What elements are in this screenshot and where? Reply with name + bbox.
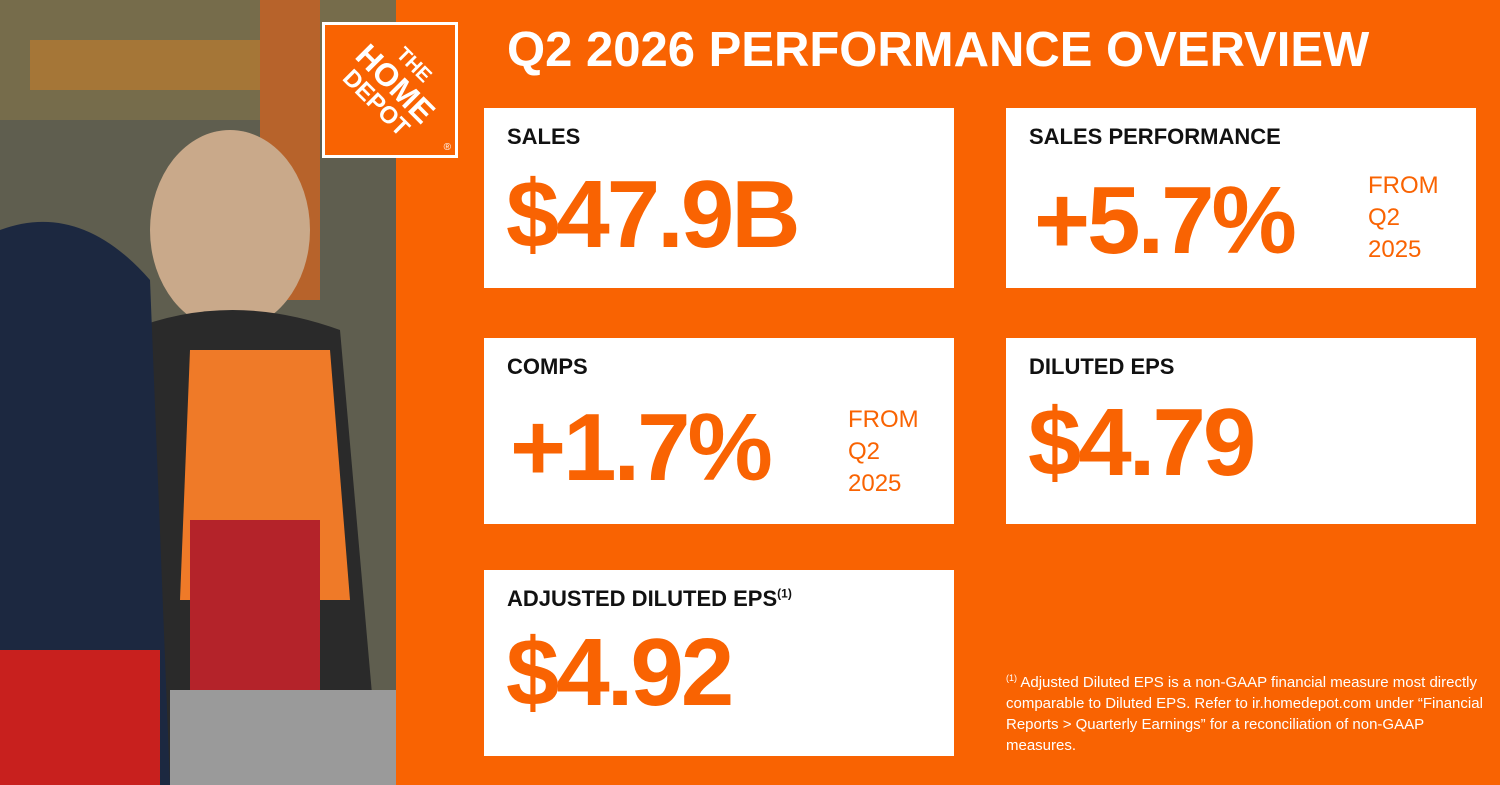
card-label: SALES PERFORMANCE — [1029, 124, 1281, 149]
card-note: FROM Q2 2025 — [848, 404, 919, 500]
card-note: FROM Q2 2025 — [1368, 170, 1439, 266]
label-text: ADJUSTED DILUTED EPS — [507, 586, 778, 611]
metric-card: COMPS +1.7% FROM Q2 2025 — [484, 338, 954, 524]
card-value: $47.9B — [506, 161, 801, 268]
card-label: ADJUSTED DILUTED EPS(1) — [507, 586, 792, 612]
footnote-text: Adjusted Diluted EPS is a non-GAAP finan… — [1006, 674, 1483, 754]
note-line: Q2 — [1368, 204, 1401, 231]
card-label: COMPS — [507, 354, 588, 379]
card-value: +1.7% — [510, 394, 773, 501]
footnote: (1) Adjusted Diluted EPS is a non-GAAP f… — [1006, 668, 1491, 756]
card-label: DILUTED EPS — [1029, 354, 1175, 379]
note-line: 2025 — [848, 470, 902, 497]
title: Q2 2026 PERFORMANCE OVERVIEW — [507, 23, 1370, 77]
registered-mark: ® — [443, 142, 451, 153]
metric-card: ADJUSTED DILUTED EPS(1) $4.92 — [484, 570, 954, 756]
metric-card: DILUTED EPS $4.79 — [1006, 338, 1476, 524]
note-line: FROM — [1368, 172, 1439, 199]
logo-text: THE HOME DEPOT — [328, 25, 455, 151]
note-line: 2025 — [1368, 236, 1422, 263]
metric-card: SALES $47.9B — [484, 108, 954, 288]
logo: THE HOME DEPOT ® — [322, 22, 458, 158]
card-value: $4.92 — [506, 619, 734, 726]
card-value: $4.79 — [1028, 389, 1256, 496]
footnote-marker: (1) — [1006, 673, 1017, 683]
note-line: Q2 — [848, 438, 881, 465]
label-note: (1) — [777, 586, 792, 601]
metric-card: SALES PERFORMANCE +5.7% FROM Q2 2025 — [1006, 108, 1476, 288]
note-line: FROM — [848, 406, 919, 433]
card-label: SALES — [507, 124, 581, 149]
card-value: +5.7% — [1034, 167, 1297, 274]
